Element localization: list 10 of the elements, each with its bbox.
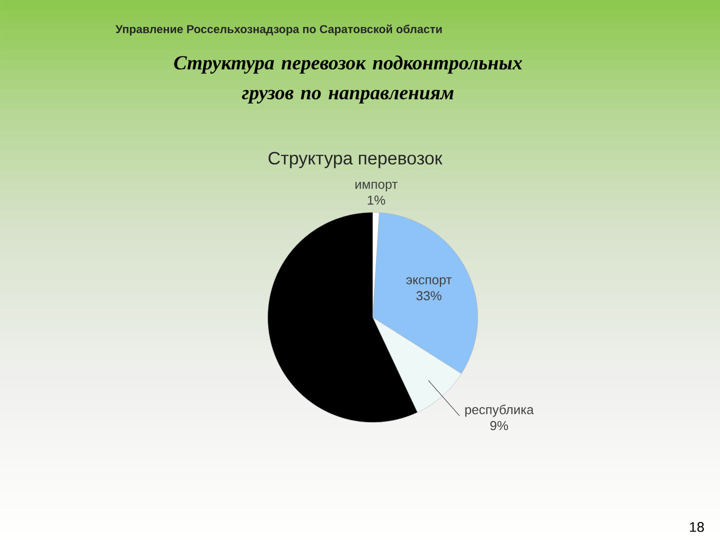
data-label: 33%	[416, 291, 442, 300]
text: 18	[690, 522, 704, 532]
slice-label: экспорт	[406, 277, 452, 287]
slice-label: импорт	[355, 182, 398, 192]
slice-label: республика	[465, 404, 534, 417]
data-label: 9%	[490, 421, 508, 430]
data-label: 1%	[368, 196, 386, 205]
chart-subtitle: Структура перевозок	[268, 152, 442, 168]
chart-title: Структура перевозок подконтрольных грузов по направлениям	[174, 56, 522, 104]
text: Управление Россельхознадзора по Саратовской области	[116, 24, 442, 36]
